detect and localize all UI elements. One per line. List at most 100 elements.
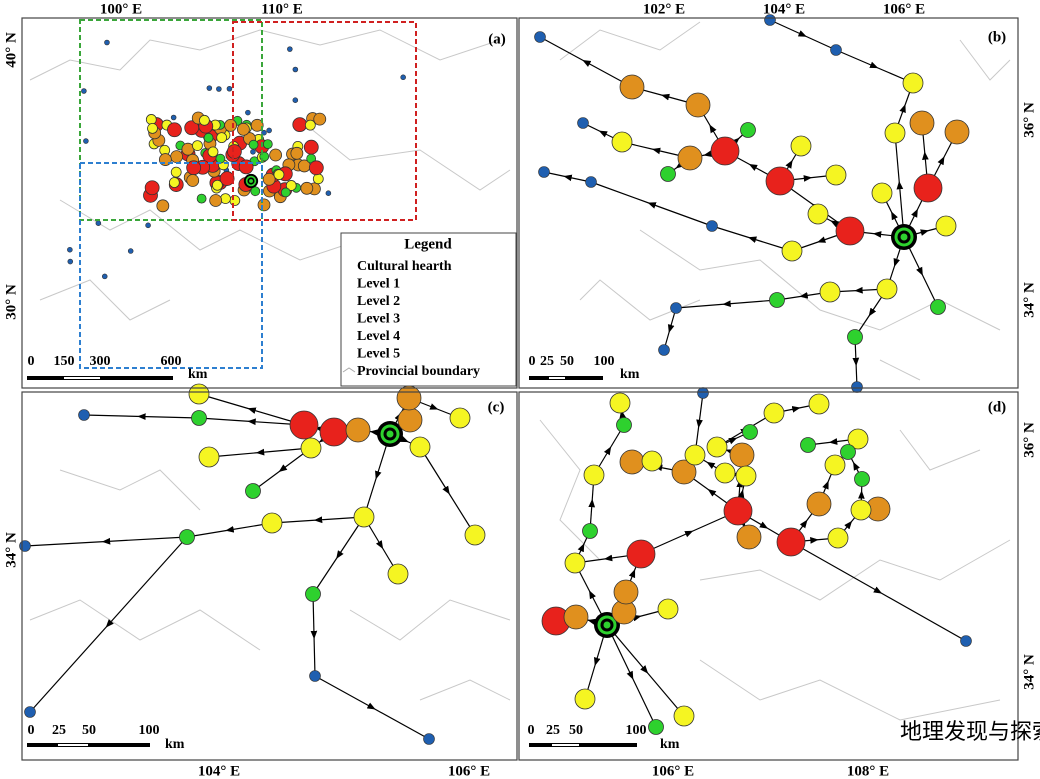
- node-level-2: [729, 442, 755, 468]
- node-level-5: [170, 114, 177, 121]
- node-level-3: [285, 180, 297, 191]
- latitude-label: 36° N: [1021, 422, 1037, 458]
- node-level-2: [806, 491, 832, 517]
- node-level-5: [145, 222, 151, 229]
- node-level-5: [245, 109, 251, 116]
- node-level-5: [67, 246, 73, 253]
- node-level-3: [170, 166, 182, 178]
- node-level-3: [657, 598, 679, 620]
- node-level-4: [582, 523, 598, 539]
- node-level-2: [619, 449, 645, 475]
- boundary-swatch: [342, 367, 356, 373]
- node-level-3: [611, 131, 633, 153]
- node-level-5: [19, 540, 31, 552]
- node-level-4: [280, 187, 291, 198]
- node-level-3: [464, 524, 486, 546]
- node-level-1: [913, 173, 943, 203]
- node-level-2: [209, 194, 223, 207]
- scale-label: km: [620, 367, 640, 382]
- node-level-3: [824, 454, 846, 476]
- node-level-2: [262, 172, 276, 186]
- node-level-1: [167, 122, 182, 138]
- node-level-5: [83, 138, 89, 144]
- node-level-2: [619, 74, 645, 100]
- zoom-boxes: [79, 19, 417, 369]
- flow-edge: [543, 171, 592, 183]
- node-level-4: [840, 444, 856, 460]
- node-level-5: [287, 46, 293, 52]
- scale-label: 0: [528, 723, 535, 738]
- node-level-3: [387, 563, 409, 585]
- cultural-hearth-core: [386, 430, 394, 438]
- node-level-2: [613, 579, 639, 605]
- panel-label: (d): [988, 399, 1006, 415]
- node-level-5: [400, 74, 406, 81]
- node-level-2: [909, 110, 935, 136]
- node-level-4: [740, 122, 756, 138]
- longitude-label: 102° E: [643, 1, 685, 17]
- node-level-1: [219, 171, 235, 186]
- node-level-5: [216, 86, 222, 92]
- scale-label: 50: [560, 354, 574, 369]
- scale-label: 100: [139, 723, 160, 738]
- legend-label: Level 5: [357, 347, 400, 362]
- node-level-3: [312, 173, 324, 185]
- node-level-5: [292, 97, 299, 103]
- latitude-label: 34° N: [1021, 654, 1037, 690]
- cultural-hearth-core: [900, 233, 908, 241]
- node-level-3: [935, 215, 957, 237]
- cultural-hearth-core: [603, 621, 611, 629]
- node-level-5: [830, 44, 842, 56]
- node-level-2: [396, 385, 422, 411]
- scale-bar: [27, 743, 150, 747]
- flow-edge: [312, 516, 365, 595]
- node-level-5: [226, 85, 233, 92]
- longitude-label: 100° E: [100, 1, 142, 17]
- flow-edge: [363, 433, 391, 518]
- node-level-4: [800, 437, 816, 453]
- node-level-3: [207, 146, 219, 158]
- scale-bar: [529, 376, 603, 380]
- node-level-3: [188, 383, 210, 405]
- node-level-5: [24, 706, 36, 718]
- scale-label: 150: [54, 354, 75, 369]
- node-level-4: [203, 132, 214, 143]
- flow-edge: [894, 132, 905, 238]
- node-level-5: [577, 117, 589, 129]
- node-level-2: [170, 150, 184, 164]
- legend-label: Provincial boundary: [357, 364, 480, 379]
- watermark: 地理发现与探索: [900, 720, 1040, 745]
- flow-edge: [590, 181, 713, 227]
- scale-label: 25: [546, 723, 560, 738]
- scale-bar-gap: [552, 744, 579, 746]
- flow-edge: [271, 516, 365, 524]
- node-level-5: [658, 344, 670, 356]
- node-level-5: [960, 635, 972, 647]
- node-level-3: [261, 512, 283, 534]
- node-level-3: [850, 499, 872, 521]
- node-level-1: [835, 216, 865, 246]
- node-level-2: [736, 524, 762, 550]
- node-level-4: [847, 329, 863, 345]
- node-level-3: [216, 132, 228, 144]
- flow-edge: [29, 536, 188, 713]
- node-level-3: [574, 688, 596, 710]
- node-level-2: [300, 181, 314, 195]
- node-level-4: [742, 424, 758, 440]
- node-level-2: [156, 199, 170, 213]
- node-level-5: [81, 88, 87, 94]
- node-level-3: [198, 114, 210, 126]
- node-level-4: [769, 292, 785, 308]
- node-level-5: [706, 220, 718, 232]
- node-level-3: [211, 179, 223, 191]
- node-level-1: [765, 166, 795, 196]
- node-level-3: [884, 122, 906, 144]
- node-level-1: [776, 527, 806, 557]
- scale-label: 25: [540, 354, 554, 369]
- node-level-5: [95, 220, 102, 226]
- flow-edge: [310, 593, 318, 677]
- node-level-4: [854, 471, 870, 487]
- node-level-1: [238, 159, 254, 175]
- legend-label: Cultural hearth: [357, 259, 452, 274]
- node-level-5: [261, 129, 267, 136]
